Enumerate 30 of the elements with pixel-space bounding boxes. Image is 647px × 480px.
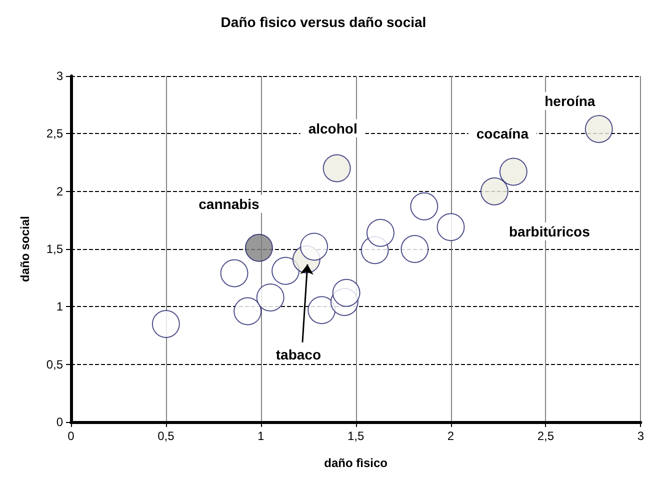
- annotation: cocaína: [476, 126, 529, 142]
- point: [322, 154, 351, 182]
- y-tick-label: 2,5: [46, 126, 64, 141]
- point: [332, 278, 360, 307]
- x-tick-label: 1: [258, 429, 265, 443]
- x-tick-label: 1,5: [347, 429, 364, 443]
- y-tick-label: 3: [56, 69, 64, 83]
- annotation: barbitúricos: [508, 223, 590, 240]
- x-tick-label: 2: [447, 429, 454, 443]
- x-tick-label: 2,5: [537, 429, 554, 443]
- annotation: alcohol: [308, 120, 358, 136]
- y-tick-label: 0,5: [46, 357, 64, 372]
- point: [480, 177, 508, 206]
- point: [499, 158, 528, 186]
- x-tick-label: 0: [68, 429, 75, 443]
- annotation: heroína: [544, 93, 596, 110]
- point: [584, 115, 613, 144]
- y-axis-title: daño social: [18, 216, 32, 282]
- point: [300, 232, 328, 261]
- y-tick-label: 1: [56, 300, 64, 314]
- x-tick-label: 0,5: [158, 429, 175, 443]
- x-axis-title: daño fìsico: [324, 456, 388, 470]
- y-tick-label: 0: [56, 415, 64, 429]
- x-tick-label: 3: [637, 429, 644, 443]
- annotation: tabaco: [276, 346, 322, 362]
- point: [245, 234, 273, 262]
- y-tick-label: 1,5: [46, 242, 64, 256]
- chart-title: Daño fìsico versus daño social: [220, 14, 426, 30]
- annotation: cannabis: [198, 196, 260, 212]
- y-tick-label: 2: [56, 184, 64, 198]
